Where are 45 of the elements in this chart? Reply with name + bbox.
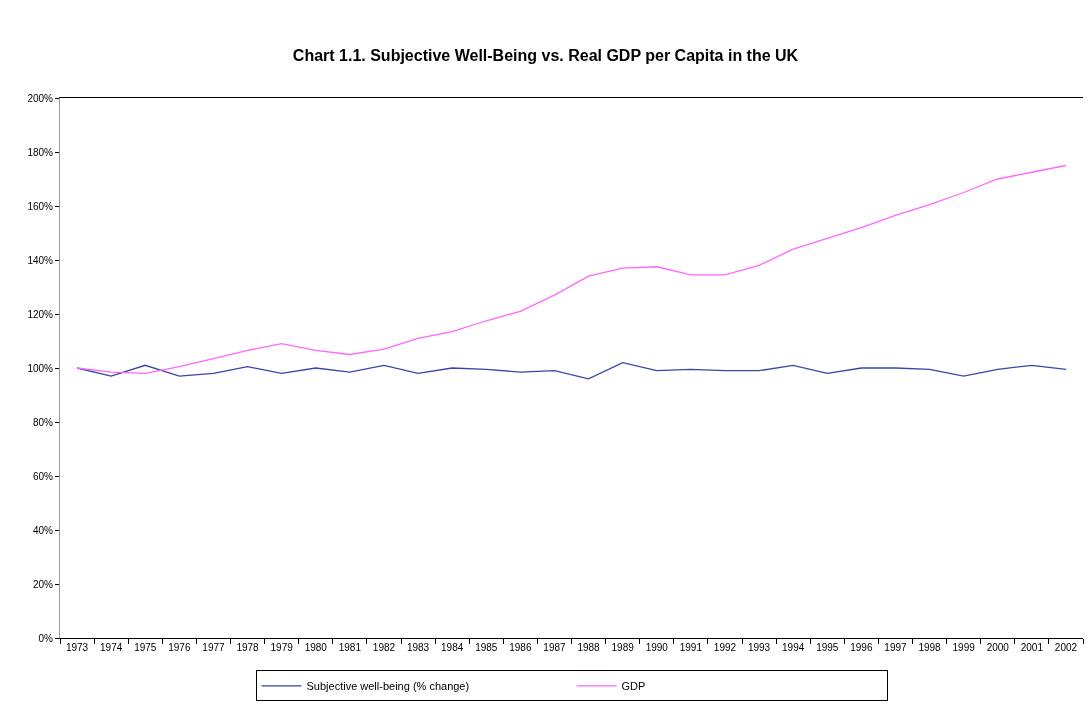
x-tick-label: 2002 — [1054, 642, 1078, 653]
x-tick-label: 1982 — [372, 642, 396, 653]
x-tick-label: 1996 — [850, 642, 873, 653]
legend-label: Subjective well-being (% change) — [306, 680, 470, 693]
y-tick-label: 200% — [27, 92, 54, 104]
y-tick-label: 20% — [32, 578, 54, 590]
x-tick-label: 1973 — [65, 642, 89, 653]
x-tick-label: 1999 — [952, 642, 976, 653]
x-tick-label: 1977 — [202, 642, 226, 653]
x-tick-label: 1988 — [577, 642, 601, 653]
x-tick-label: 1980 — [304, 642, 328, 653]
x-tick-label: 1994 — [782, 642, 805, 653]
x-tick-label: 1985 — [475, 642, 498, 653]
y-tick-label: 100% — [27, 362, 54, 374]
x-tick-label: 1986 — [509, 642, 532, 653]
x-tick-label: 1987 — [543, 642, 567, 653]
x-tick-label: 1981 — [338, 642, 362, 653]
y-tick-label: 160% — [27, 200, 54, 212]
x-tick-label: 1992 — [713, 642, 737, 653]
x-tick-label: 1993 — [747, 642, 771, 653]
x-tick-label: 1984 — [441, 642, 464, 653]
x-tick-label: 1991 — [679, 642, 703, 653]
y-tick-label: 120% — [27, 308, 54, 320]
y-tick-label: 60% — [32, 470, 54, 482]
x-tick-label: 1989 — [611, 642, 635, 653]
x-tick-label: 2000 — [986, 642, 1010, 653]
x-tick-label: 1978 — [236, 642, 260, 653]
y-tick-label: 140% — [27, 254, 54, 266]
line-series — [76, 164, 1067, 375]
y-tick-label: 40% — [32, 524, 54, 536]
legend-label: GDP — [621, 680, 646, 693]
chart-title: Chart 1.1. Subjective Well-Being vs. Real GDP per Capita in the UK — [292, 46, 799, 64]
x-tick-label: 1976 — [168, 642, 191, 653]
x-tick-label: 1997 — [884, 642, 908, 653]
y-tick-label: 0% — [38, 632, 54, 644]
x-tick-label: 1979 — [270, 642, 294, 653]
x-tick-label: 1990 — [645, 642, 669, 653]
x-tick-label: 1974 — [100, 642, 123, 653]
x-tick-label: 2001 — [1020, 642, 1044, 653]
y-tick-label: 180% — [27, 146, 54, 158]
x-tick-label: 1998 — [918, 642, 942, 653]
x-tick-label: 1995 — [816, 642, 839, 653]
x-tick-label: 1975 — [134, 642, 157, 653]
y-tick-label: 80% — [32, 416, 54, 428]
x-tick-label: 1983 — [406, 642, 430, 653]
